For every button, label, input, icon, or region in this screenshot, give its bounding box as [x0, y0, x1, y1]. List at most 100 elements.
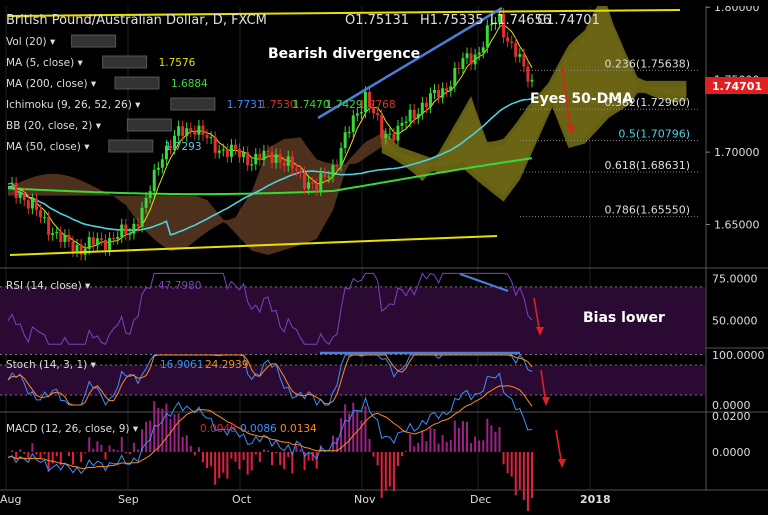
candle-body	[189, 128, 193, 132]
candle	[485, 19, 489, 54]
indicator-label: Vol (20) ▾	[6, 36, 56, 48]
candle-body	[457, 67, 461, 69]
candle	[168, 139, 172, 155]
candle-body	[132, 223, 136, 234]
candle	[177, 120, 181, 142]
candle	[164, 139, 168, 166]
candle	[290, 150, 294, 175]
indicator-tools-icon	[126, 118, 172, 132]
indicator-value: 1.7470	[293, 99, 330, 111]
candle	[530, 73, 534, 88]
candle-body	[67, 234, 71, 242]
candle	[185, 122, 189, 142]
candle	[124, 218, 128, 241]
candle-body	[311, 182, 315, 184]
lower-trendline	[9, 235, 498, 256]
candle-body	[95, 238, 99, 246]
candle-body	[140, 207, 144, 227]
macd-tick-label: 0.0200	[712, 410, 751, 423]
candle	[79, 239, 83, 261]
candle-body	[246, 152, 250, 166]
candle-body	[43, 217, 47, 219]
axes: 1.800001.750001.700001.65000AugSepOctNov…	[0, 1, 765, 506]
candle	[22, 187, 26, 206]
stoch-band	[0, 365, 705, 395]
candle-body	[433, 90, 437, 94]
candle	[351, 109, 355, 138]
candle-body	[424, 102, 428, 108]
moving-averages	[7, 24, 533, 249]
candle	[286, 150, 290, 172]
indicator-label: MA (200, close) ▾	[6, 78, 97, 90]
arrow-price-head	[567, 125, 575, 134]
annotation-bearish-divergence: Bearish divergence	[268, 46, 420, 62]
candle	[112, 232, 116, 245]
candle	[108, 232, 112, 256]
upper-trendline	[7, 9, 681, 17]
candle	[38, 204, 42, 223]
candle	[55, 226, 59, 240]
candle	[152, 164, 156, 197]
candle	[95, 232, 99, 251]
indicator-label: BB (20, close, 2) ▾	[6, 120, 102, 132]
candle-body	[363, 91, 367, 113]
candle-body	[59, 231, 63, 242]
candle	[132, 218, 136, 240]
candle	[376, 107, 380, 121]
candle	[233, 138, 237, 156]
candle	[510, 35, 514, 49]
indicator-tools-icon	[71, 34, 117, 48]
annotation-bias-lower: Bias lower	[583, 310, 665, 326]
candle	[59, 226, 63, 248]
candle-body	[18, 193, 22, 198]
candle	[343, 126, 347, 154]
annotation-eyes-50dma: Eyes 50-DMA	[530, 91, 633, 107]
candle-body	[282, 162, 286, 166]
candle-body	[351, 115, 355, 132]
candle-body	[38, 210, 42, 218]
candle-body	[99, 238, 103, 240]
candle-body	[347, 131, 351, 133]
macd-signal-line	[7, 385, 533, 469]
stoch-k-value: 16.9061	[160, 359, 203, 371]
candle	[294, 162, 298, 177]
candle-body	[193, 131, 197, 135]
candle-body	[160, 159, 164, 168]
candle	[34, 193, 38, 217]
candle-body	[242, 152, 246, 158]
candle	[136, 218, 140, 233]
candle-body	[270, 151, 274, 163]
candle-body	[103, 239, 107, 250]
candle-body	[526, 66, 530, 82]
candle-body	[303, 172, 307, 189]
candle	[319, 167, 323, 197]
fib-label-0.786: 0.786(1.65550)	[604, 204, 690, 217]
candle-body	[420, 102, 424, 114]
candle	[246, 146, 250, 172]
candle-body	[449, 86, 453, 91]
candle	[408, 103, 412, 128]
candle	[156, 161, 160, 176]
candle	[189, 122, 193, 138]
candle	[120, 218, 124, 243]
candle-body	[469, 53, 473, 65]
indicator-value: 1.7731	[227, 99, 264, 111]
stoch-d-line	[7, 354, 533, 406]
candle	[30, 193, 34, 215]
candle-body	[209, 137, 213, 139]
candle	[412, 103, 416, 125]
time-tick-label: 2018	[580, 493, 611, 506]
candle-body	[506, 37, 510, 42]
candle-body	[34, 199, 38, 211]
candle	[526, 60, 530, 88]
candle-body	[510, 41, 514, 43]
candle	[67, 229, 71, 248]
candle	[502, 8, 506, 44]
candle	[465, 47, 469, 64]
arrow-stoch-head	[542, 397, 550, 406]
candle-body	[144, 197, 148, 208]
candle-body	[120, 224, 124, 238]
candle-body	[266, 150, 270, 152]
candle	[173, 129, 177, 155]
candle	[335, 159, 339, 172]
